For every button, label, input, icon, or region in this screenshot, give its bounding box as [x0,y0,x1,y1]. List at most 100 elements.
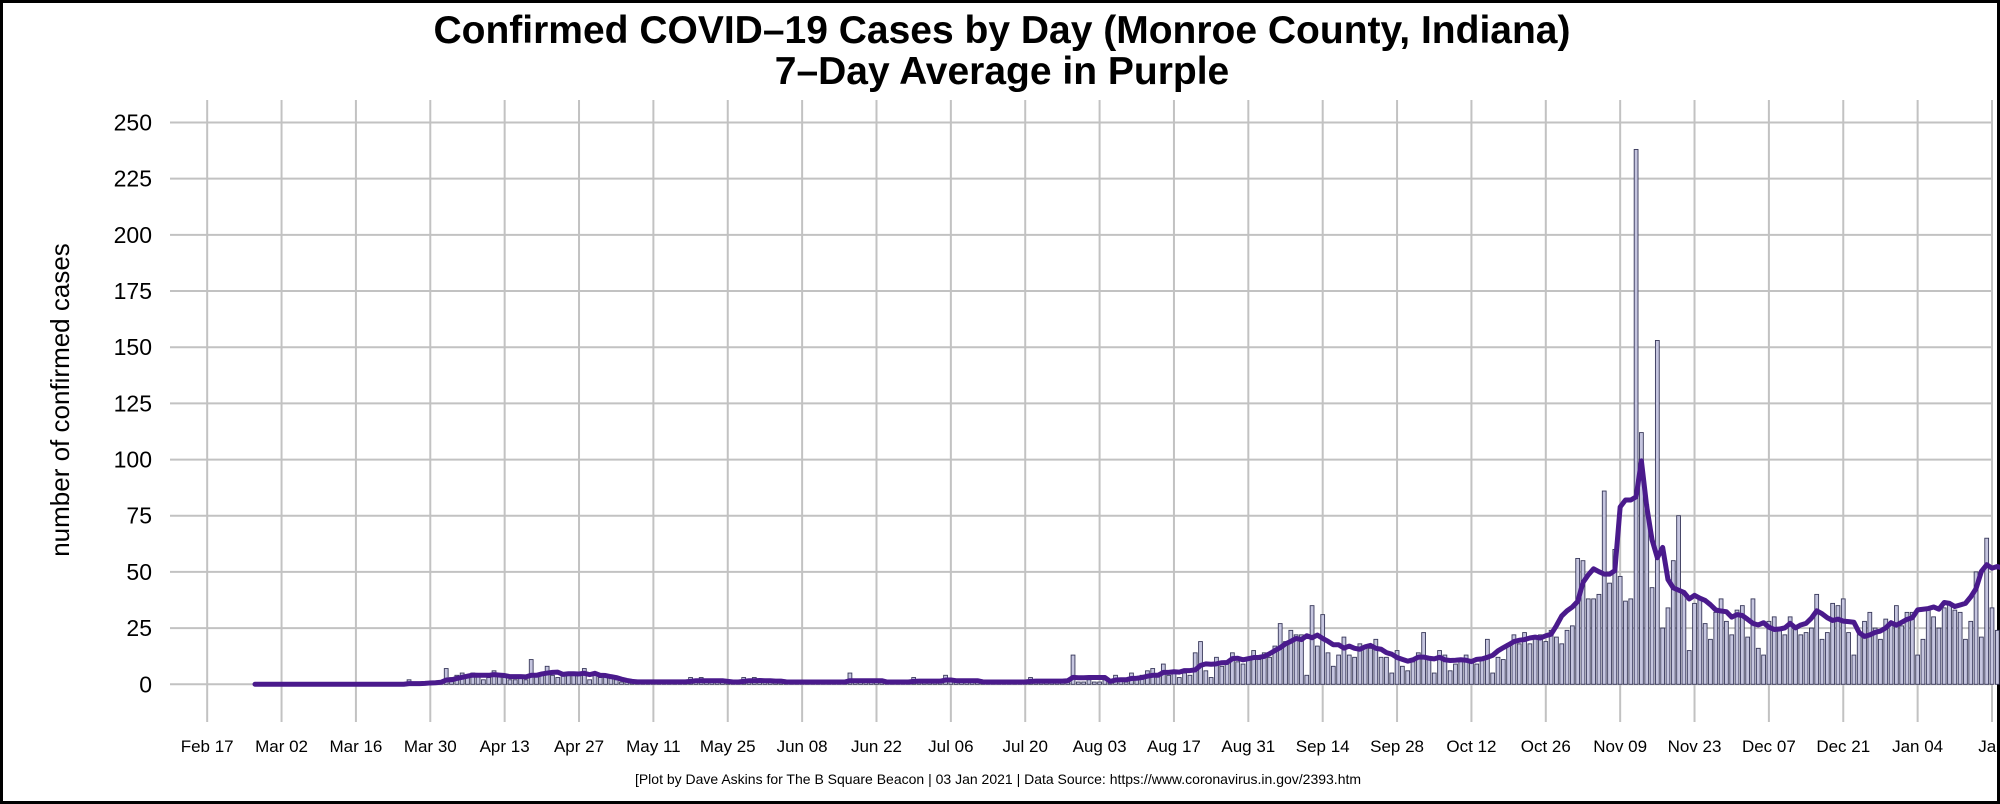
daily-case-bar [1400,665,1405,685]
daily-case-bar [1878,638,1883,685]
daily-case-bar [1527,643,1533,685]
daily-case-bar [1713,611,1719,685]
daily-case-bar [1203,670,1209,685]
daily-case-bar [1575,557,1581,685]
daily-case-bar [1862,620,1867,685]
daily-case-bar [1856,634,1862,685]
daily-case-bar [1251,650,1256,685]
daily-case-bar [502,677,508,685]
daily-case-bar [1166,674,1171,685]
y-tick-label: 100 [114,447,152,473]
daily-case-bar [1548,629,1554,685]
daily-case-bar [1909,611,1915,685]
daily-case-bar [1793,625,1798,685]
x-tick-label: Oct 12 [1446,737,1496,756]
daily-case-bar [571,674,577,685]
daily-case-bar [1224,661,1230,685]
daily-case-bar [1431,672,1437,685]
daily-case-bar [1585,598,1591,685]
daily-case-bar [1532,636,1538,685]
daily-case-bar [550,674,555,685]
daily-case-bar [1373,638,1379,685]
x-tick-label: May 11 [626,737,681,756]
daily-case-bar [1771,616,1777,685]
daily-case-bar [1315,645,1320,685]
y-tick-label: 50 [126,559,152,585]
daily-case-bar [1739,605,1745,685]
daily-case-bar [1538,634,1543,685]
daily-case-bar [1633,148,1639,685]
daily-case-bar [1182,672,1187,685]
daily-case-bar [1378,656,1384,685]
daily-case-bar [619,681,624,685]
x-tick-label: Jun 22 [851,737,902,756]
seven-day-average-line [252,458,2000,687]
x-tick-label: Dec 21 [1816,737,1870,756]
daily-case-bar [1724,620,1729,685]
daily-case-bar [1474,663,1480,685]
daily-case-bar [1357,643,1363,685]
daily-case-bar [1384,656,1389,685]
daily-case-bar [1851,654,1857,685]
daily-case-bar [1888,623,1894,685]
y-tick-label: 250 [114,109,152,135]
daily-case-bar [1692,602,1697,685]
daily-case-bar [1782,634,1788,685]
daily-case-bar [1915,654,1920,685]
daily-case-bar [1718,598,1724,685]
y-tick-label: 225 [114,166,152,192]
daily-case-bar [1947,602,1952,685]
chart-subtitle: 7–Day Average in Purple [775,50,1229,93]
daily-case-bar [1979,636,1984,685]
daily-case-bar [1569,625,1575,685]
daily-case-bar [1729,634,1735,685]
daily-case-bar [1639,432,1644,685]
daily-case-bar [587,679,592,685]
x-tick-label: Sep 28 [1370,737,1424,756]
daily-case-bar [1750,598,1756,685]
daily-case-bar [443,668,449,685]
y-tick-labels: 0 25 50 75 100 125 150 175 200 225 250 [114,109,152,697]
y-axis-label: number of confirmed cases [45,243,75,557]
daily-case-bar [1283,641,1288,685]
daily-case-bar [1708,638,1713,685]
x-tick-label: Oct 26 [1521,737,1571,756]
daily-case-bar [1240,663,1246,685]
daily-case-bar [1176,677,1182,685]
daily-case-bar [1219,665,1225,685]
daily-case-bar [1957,611,1963,685]
x-tick-label: Apr 13 [480,737,530,756]
daily-case-bar [597,677,603,685]
daily-case-bar [592,674,598,685]
daily-case-bar [1299,634,1304,685]
daily-case-bar [1325,652,1331,685]
daily-case-bar [1554,636,1559,685]
daily-case-bar [1809,627,1814,685]
daily-case-bar [581,668,587,685]
daily-case-bar [1787,616,1793,685]
daily-case-bar [1543,641,1549,685]
daily-case-bar [481,679,486,685]
daily-case-bar [1463,654,1469,685]
daily-case-bar [1676,515,1681,685]
daily-case-bar [1665,607,1671,685]
daily-case-bar [1755,647,1761,685]
daily-case-bar [1070,654,1076,685]
daily-case-bar [1320,614,1326,685]
daily-case-bar [1304,674,1310,685]
daily-case-bar [1963,638,1968,685]
daily-case-bar [1596,593,1602,685]
y-tick-label: 25 [126,615,152,641]
daily-case-bar [1097,681,1102,685]
daily-case-bar [1091,681,1097,685]
daily-case-bar [1394,650,1400,685]
daily-case-bar [1883,618,1889,685]
daily-case-bar [1437,650,1442,685]
daily-case-bar [1931,616,1936,685]
daily-case-bar [1469,661,1474,685]
daily-case-bar [1511,634,1517,685]
daily-case-bar [1453,663,1458,685]
x-tick-label: May 25 [700,737,756,756]
daily-case-bar [1214,656,1219,685]
daily-case-bar [1293,634,1299,685]
